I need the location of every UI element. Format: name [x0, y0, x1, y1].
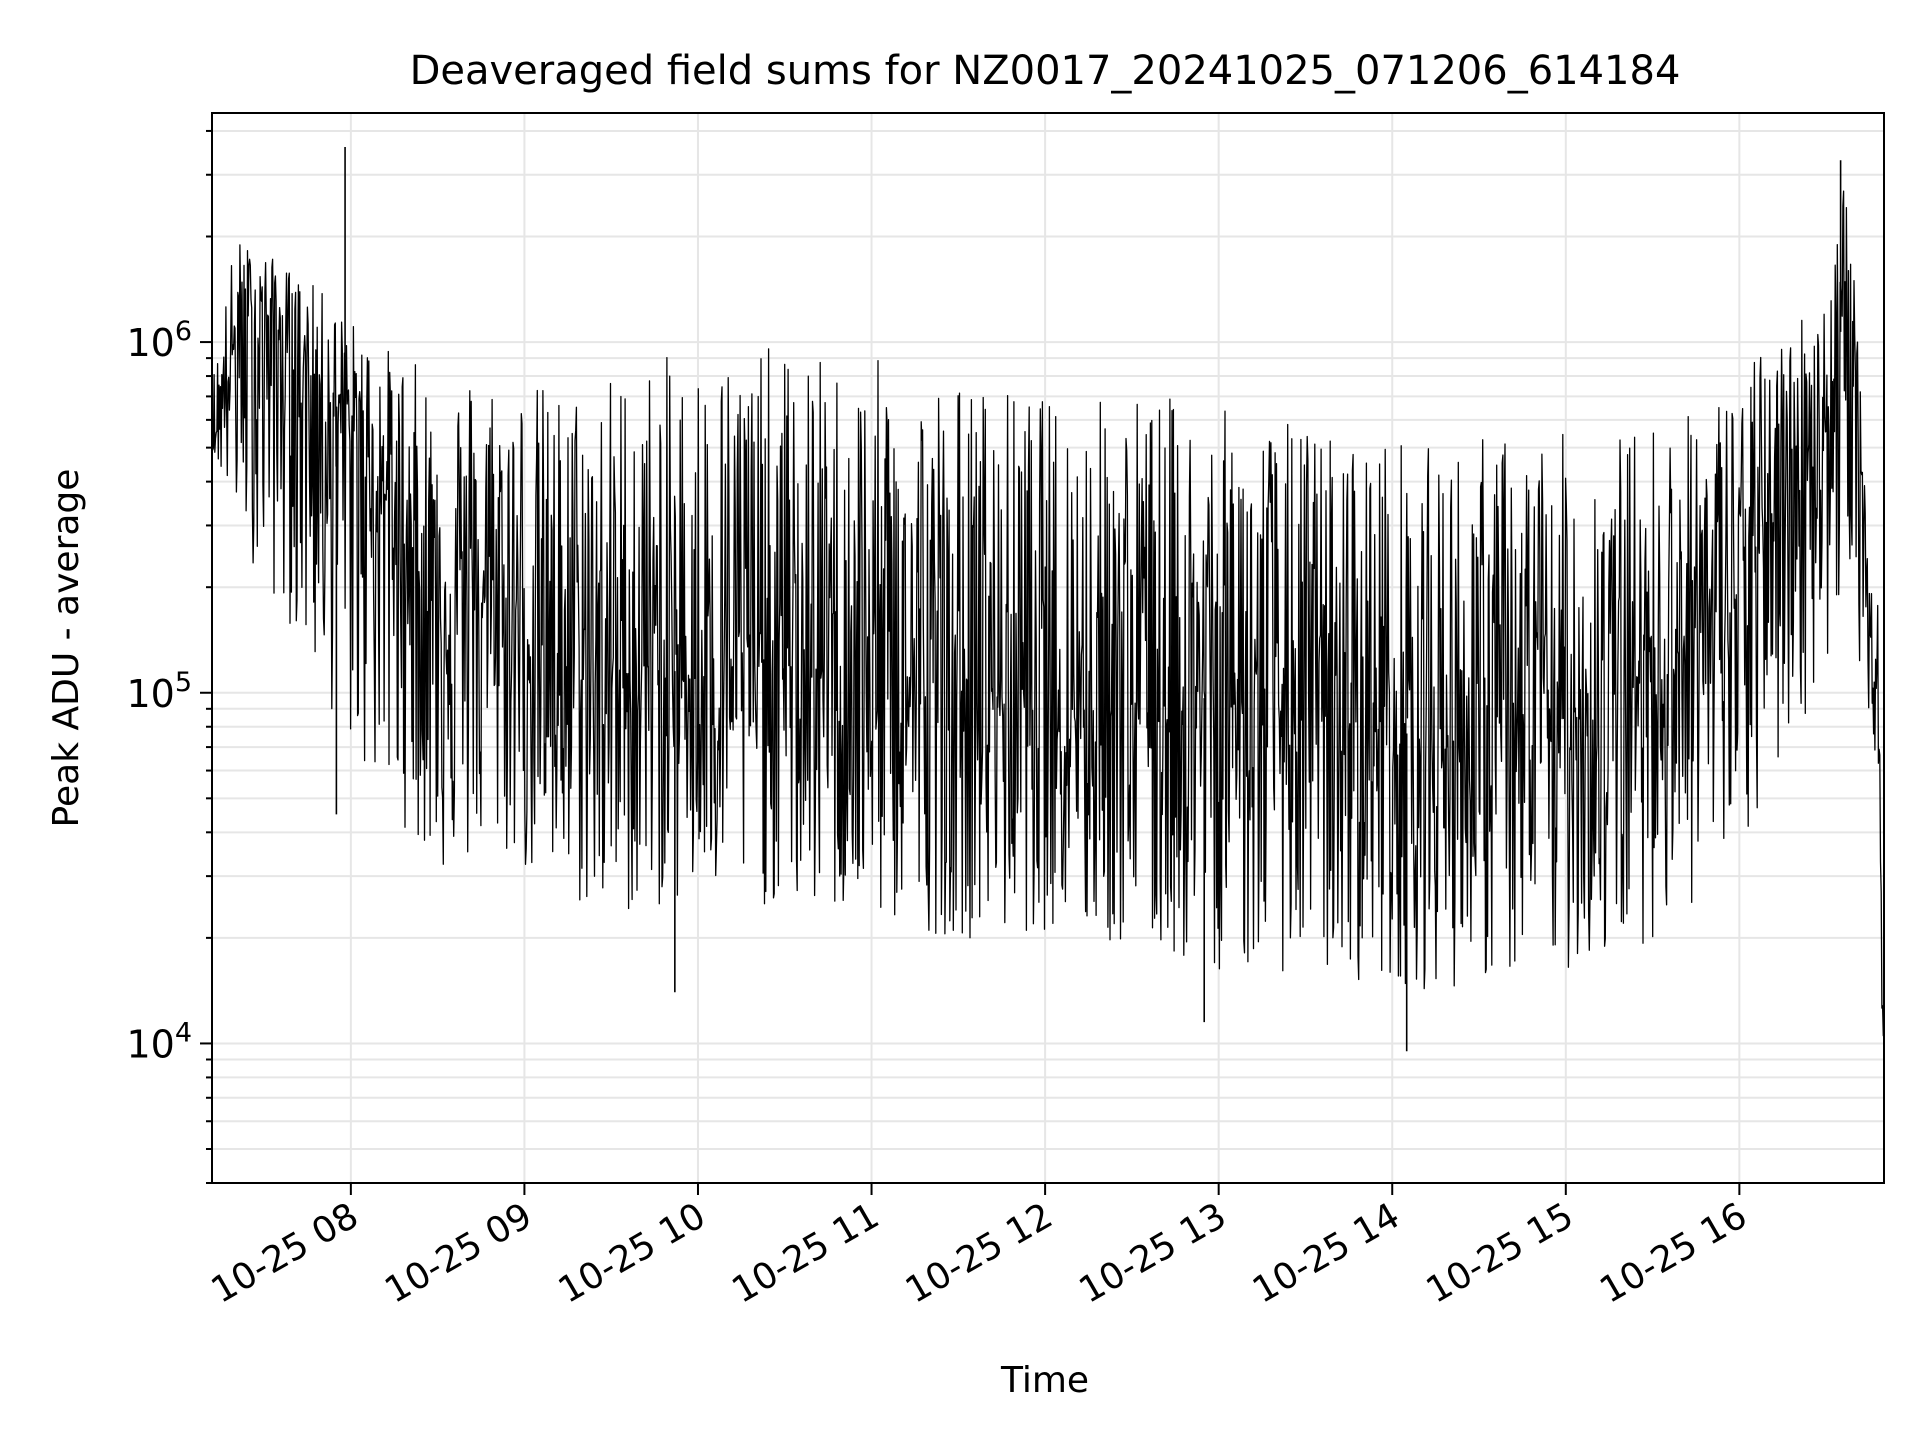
y-tick-label: 104	[126, 1017, 192, 1066]
y-tick-label: 105	[126, 667, 192, 716]
y-axis: 104 105 106	[126, 129, 212, 1184]
x-axis-label: Time	[1000, 1360, 1089, 1401]
series-layer	[211, 146, 1885, 1150]
y-axis-label: Peak ADU - average	[46, 469, 87, 828]
series-line	[211, 190, 1885, 1037]
y-tick-label: 106	[126, 316, 192, 365]
plot-frame	[211, 112, 1885, 1184]
chart-title: Deaveraged field sums for NZ0017_2024102…	[410, 48, 1681, 94]
